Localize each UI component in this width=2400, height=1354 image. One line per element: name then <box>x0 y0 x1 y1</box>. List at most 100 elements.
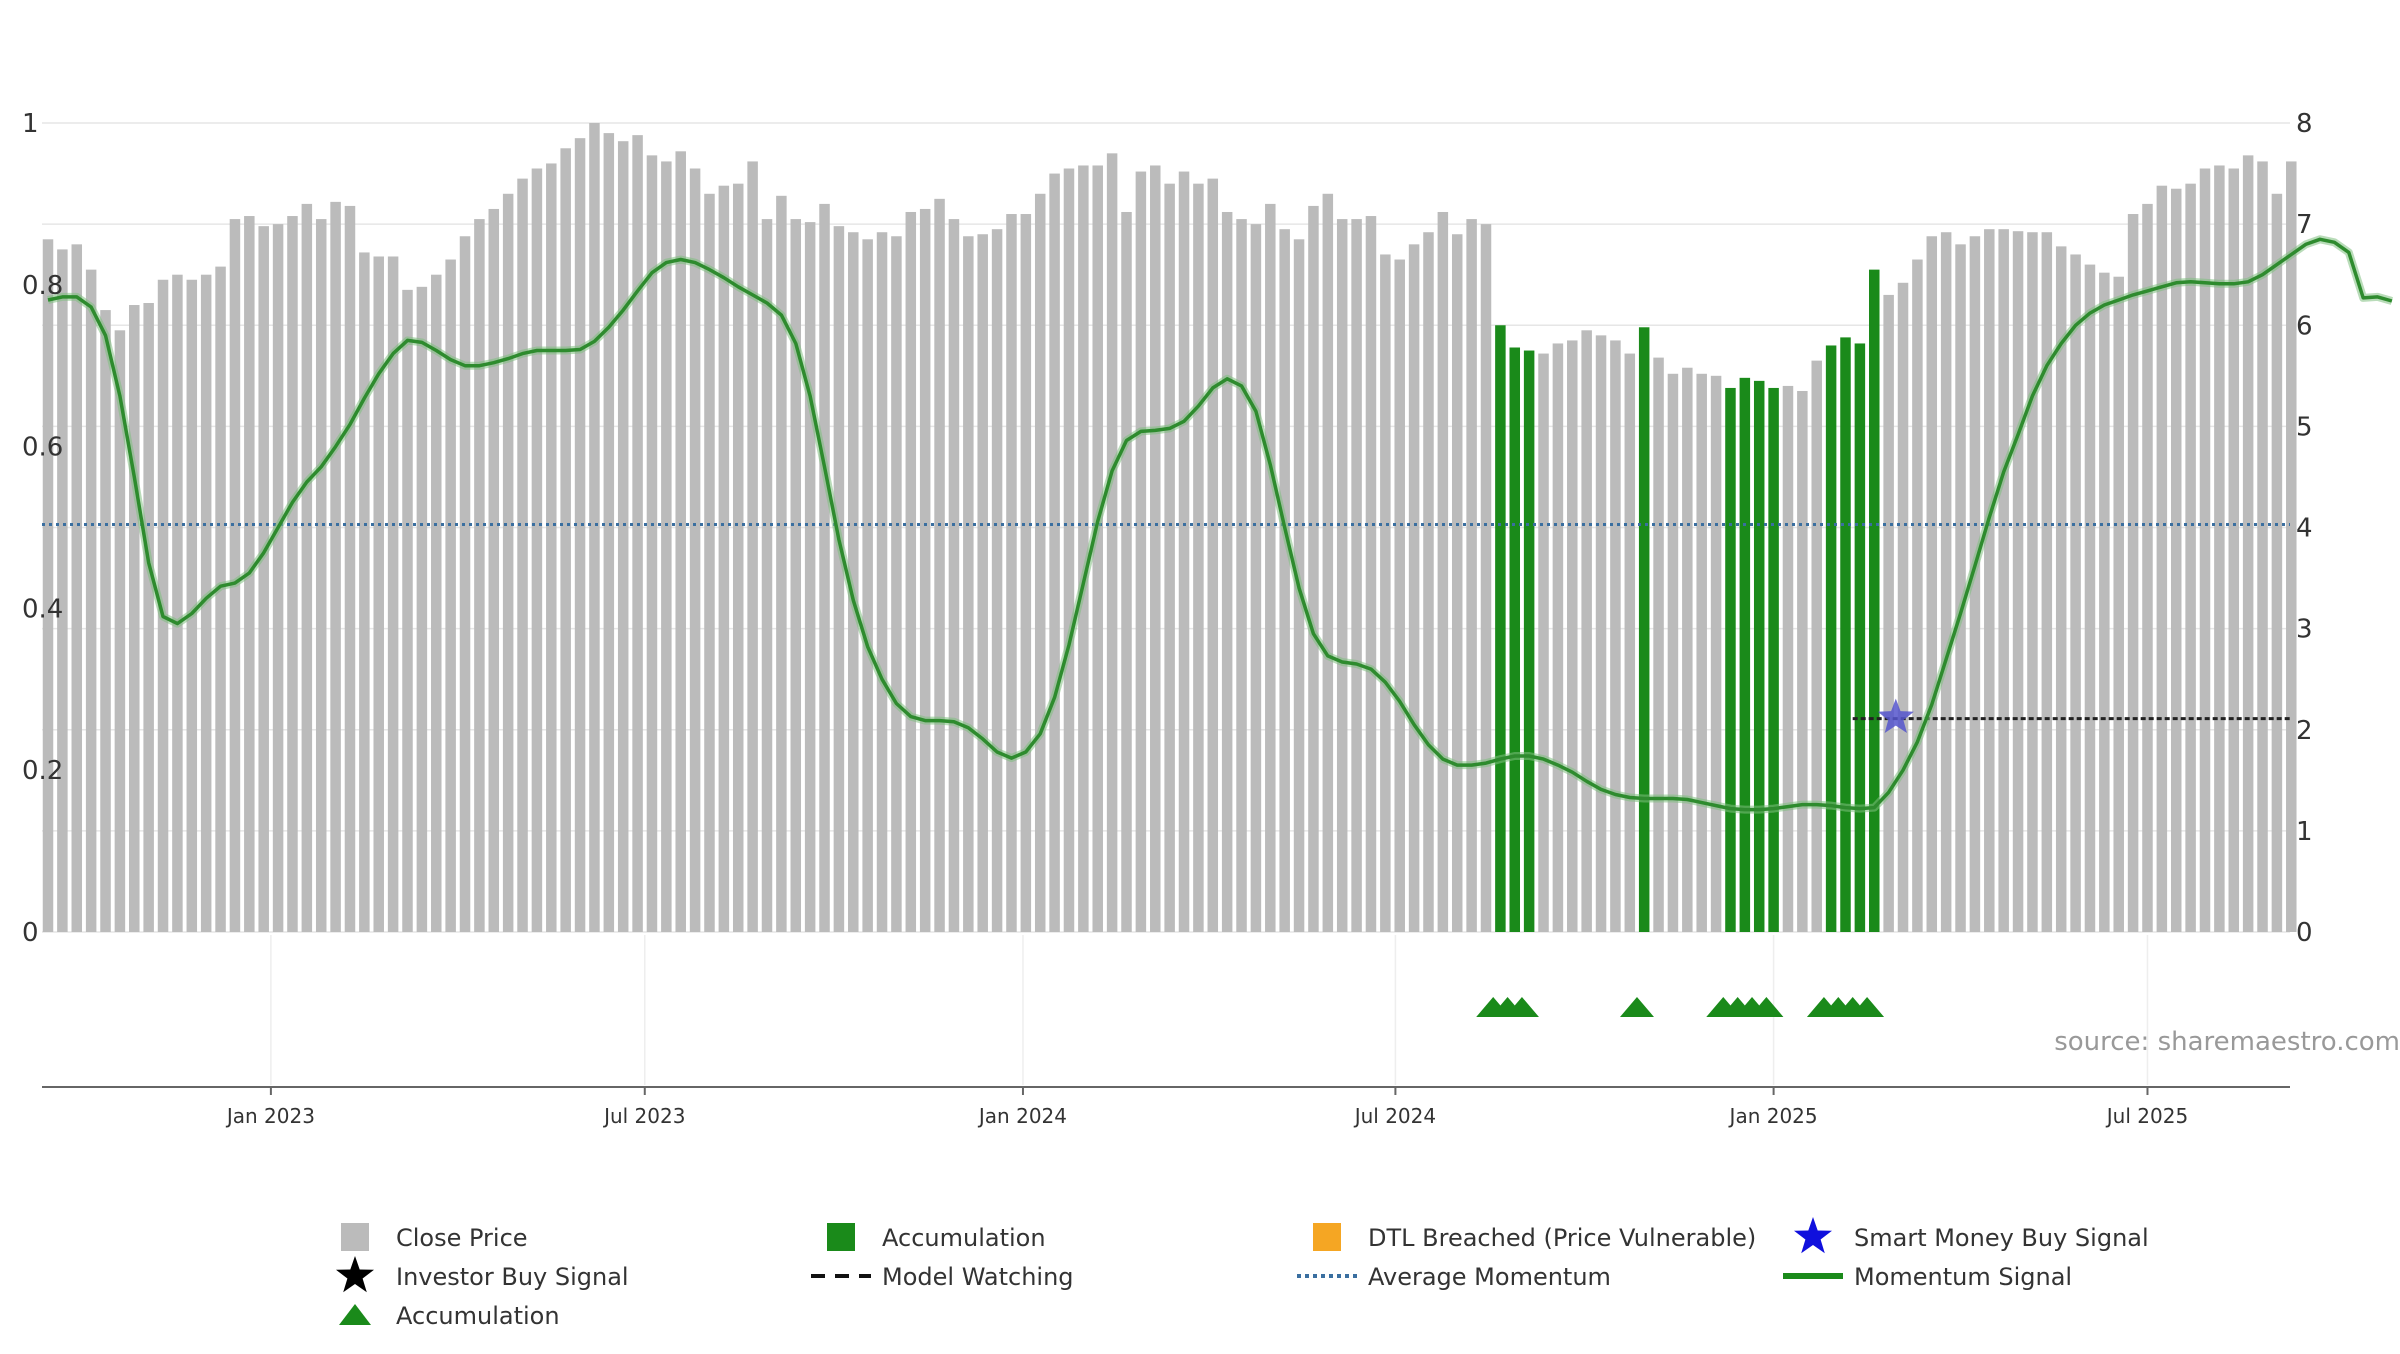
legend-label: Momentum Signal <box>1854 1263 2072 1291</box>
close-price-bar <box>891 236 902 932</box>
x-tick-label: Jan 2025 <box>1728 1104 1818 1128</box>
close-price-bar <box>1811 360 1822 932</box>
close-price-bar <box>373 256 384 932</box>
right-axis-tick-label: 0 <box>2296 918 2313 948</box>
close-price-bar <box>2142 203 2153 932</box>
legend-item: Accumulation <box>827 1223 1046 1252</box>
close-price-bar <box>617 141 629 932</box>
close-price-bar <box>732 183 744 933</box>
close-price-bar <box>934 198 945 932</box>
right-axis-tick-label: 5 <box>2296 412 2313 442</box>
close-price-bar <box>1423 232 1434 933</box>
close-price-bar <box>1279 229 1290 932</box>
close-price-bar <box>1451 234 1463 933</box>
close-price-bar <box>1351 219 1362 933</box>
close-price-bar <box>1006 214 1017 932</box>
close-price-bar <box>431 274 442 932</box>
close-price-bar <box>129 305 140 932</box>
close-price-bar <box>531 168 543 933</box>
legend-label: Investor Buy Signal <box>396 1263 629 1291</box>
close-price-bar <box>776 195 787 932</box>
close-price-bar <box>416 286 428 932</box>
legend-label: Average Momentum <box>1368 1263 1611 1291</box>
close-price-bar <box>1106 153 1118 932</box>
accumulation-triangle <box>1504 997 1539 1017</box>
legend-item: Close Price <box>341 1223 528 1252</box>
close-price-bar <box>114 330 126 932</box>
close-price-bar <box>848 232 859 933</box>
accumulation-bar <box>1854 343 1866 932</box>
smart-money-buy-signal-star <box>1877 698 1914 733</box>
legend-item: Accumulation <box>339 1302 560 1330</box>
close-price-bar <box>359 252 370 932</box>
close-price-bar <box>804 222 816 933</box>
close-price-bar <box>517 178 528 932</box>
close-price-bar <box>1164 183 1175 933</box>
left-axis-tick-label: 0 <box>22 918 39 948</box>
close-price-bar <box>2185 183 2196 933</box>
accumulation-bar <box>1753 380 1765 932</box>
right-axis-tick-label: 3 <box>2296 615 2313 645</box>
close-price-bar <box>1926 236 1938 932</box>
legend-triangle-icon <box>339 1304 371 1325</box>
close-price-bar <box>1710 375 1722 932</box>
accumulation-bar <box>1825 345 1837 933</box>
close-price-bar <box>287 216 298 932</box>
close-price-bar <box>560 148 571 932</box>
close-price-bar <box>905 211 917 933</box>
legend-item: Smart Money Buy Signal <box>1794 1217 2149 1254</box>
close-price-bar <box>1883 294 1894 933</box>
close-price-bar <box>1078 165 1089 932</box>
close-price-bar <box>1250 224 1262 932</box>
close-price-bar <box>1034 193 1046 933</box>
close-price-bar <box>1538 353 1549 932</box>
close-price-bar <box>301 203 313 932</box>
close-price-bar <box>2242 155 2254 933</box>
close-price-bar <box>2070 254 2081 932</box>
close-price-bar <box>1336 219 1348 933</box>
close-price-bar <box>1092 165 1103 932</box>
close-price-bar <box>42 239 54 932</box>
left-axis-tick-label: 0.4 <box>22 594 63 624</box>
close-price-bar <box>2271 193 2283 933</box>
close-price-bar <box>2170 188 2182 932</box>
close-price-bar <box>1782 385 1794 932</box>
close-price-bar <box>546 163 557 932</box>
close-price-bar <box>963 236 974 932</box>
close-price-bar <box>1265 203 1276 932</box>
legend-label: Smart Money Buy Signal <box>1854 1224 2149 1252</box>
close-price-bar <box>991 229 1003 932</box>
legend-label: Accumulation <box>882 1224 1046 1252</box>
legend: Close Price Accumulation DTL Breached (Pri… <box>336 1217 2149 1330</box>
close-price-bar <box>57 249 68 932</box>
close-price-bar <box>2286 161 2297 933</box>
close-price-bar <box>2027 232 2038 933</box>
close-price-bar <box>2113 276 2124 933</box>
close-price-bar <box>1221 211 1233 933</box>
close-price-bar <box>2012 231 2024 933</box>
close-price-bar <box>330 201 341 932</box>
x-tick-label: Jul 2023 <box>602 1104 685 1128</box>
legend-item: DTL Breached (Price Vulnerable) <box>1313 1223 1756 1252</box>
left-axis-tick-label: 0.2 <box>22 756 63 786</box>
legend-star-icon <box>1794 1217 1832 1254</box>
legend-square-icon <box>341 1223 369 1251</box>
close-price-bar <box>761 219 773 933</box>
close-price-bar <box>1984 229 1995 932</box>
right-axis-tick-label: 8 <box>2296 109 2313 139</box>
right-axis-tick-label: 6 <box>2296 311 2313 341</box>
close-price-bar <box>1178 171 1190 933</box>
accumulation-triangle <box>1619 997 1654 1017</box>
accumulation-bar <box>1523 350 1535 932</box>
close-price-bar <box>1998 229 2009 932</box>
x-tick-label: Jan 2023 <box>225 1104 315 1128</box>
close-price-bar <box>1969 236 1981 932</box>
close-price-bar <box>1682 367 1693 932</box>
close-price-bar <box>2084 264 2096 932</box>
close-price-bar <box>2228 168 2240 933</box>
right-axis-tick-label: 2 <box>2296 716 2313 746</box>
close-price-bar <box>689 168 701 933</box>
close-price-bar <box>574 138 586 932</box>
